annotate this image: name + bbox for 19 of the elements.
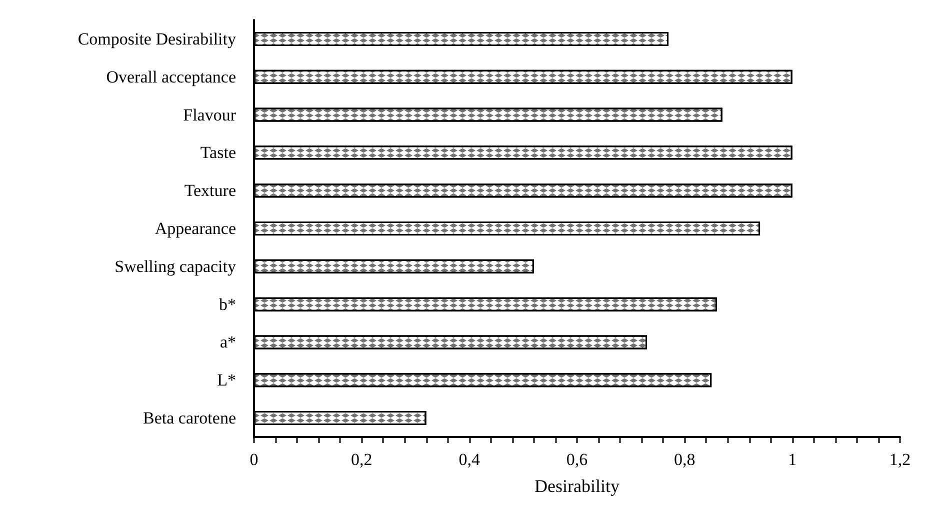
x-tick-label: 0,2 xyxy=(351,450,372,469)
x-tick-label: 0,8 xyxy=(674,450,696,469)
y-tick-label: Texture xyxy=(184,181,236,200)
x-axis-title: Desirability xyxy=(534,476,620,496)
x-tick-label: 0,4 xyxy=(458,450,480,469)
y-tick-label: a* xyxy=(220,332,236,352)
y-tick-label: Overall acceptance xyxy=(106,67,236,86)
x-tick-label: 1 xyxy=(788,450,797,469)
y-tick-label: L* xyxy=(217,370,236,390)
y-tick-label: Beta carotene xyxy=(143,408,236,428)
y-tick-label: Appearance xyxy=(154,219,236,238)
y-tick-label: Taste xyxy=(200,143,236,162)
y-tick-label: Swelling capacity xyxy=(114,256,236,276)
y-tick-label: Flavour xyxy=(183,105,236,124)
y-tick-label: Composite Desirability xyxy=(78,29,236,48)
x-tick-label: 0,6 xyxy=(566,450,588,469)
x-tick-label: 0 xyxy=(250,450,258,469)
x-tick-label: 1,2 xyxy=(889,450,911,469)
y-tick-label: b* xyxy=(219,294,236,314)
